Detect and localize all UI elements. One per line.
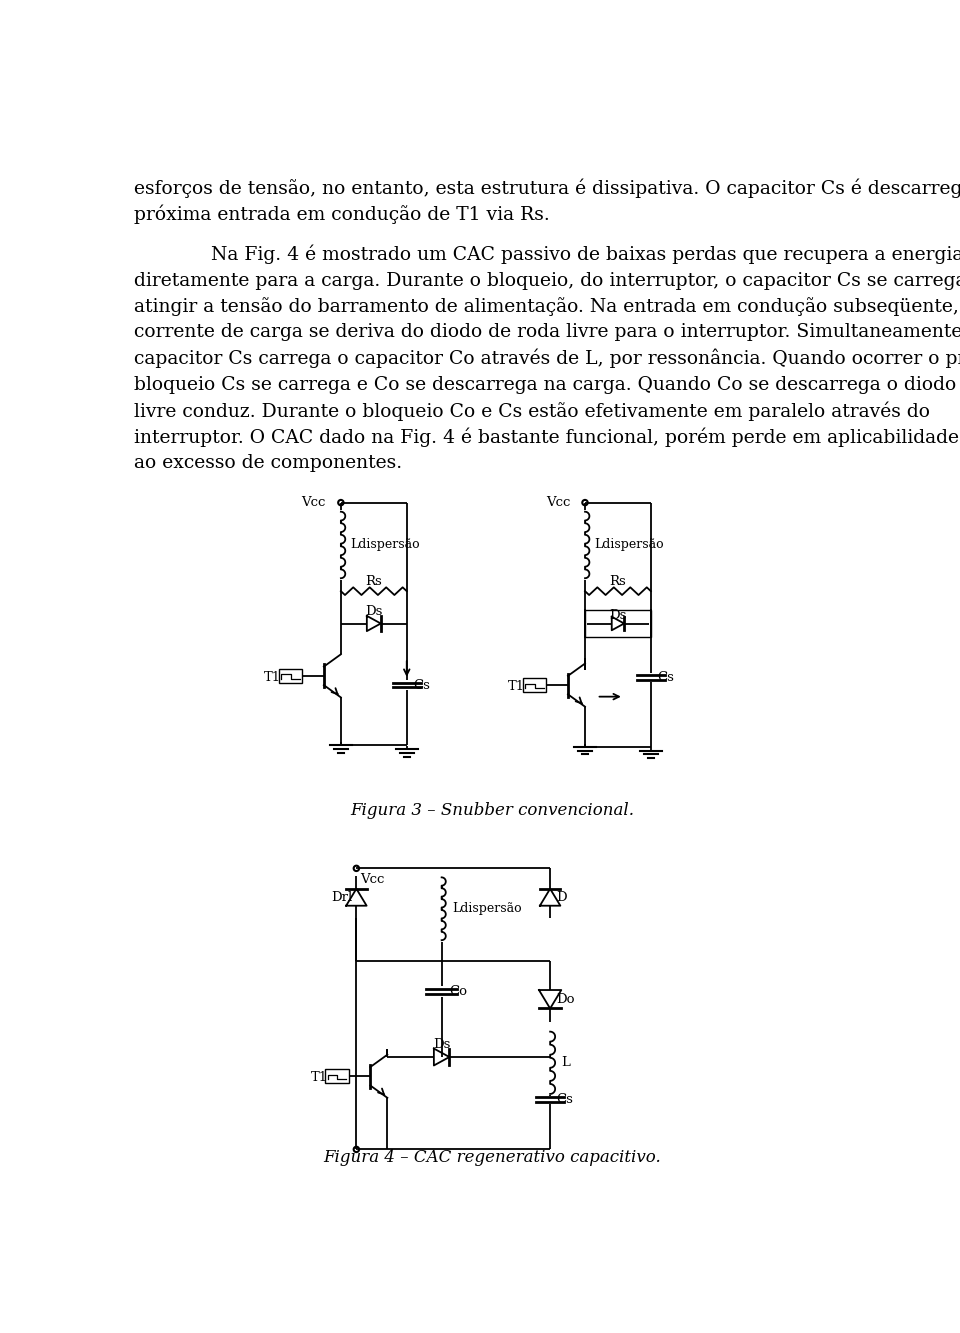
Text: Cs: Cs [557,1093,573,1106]
Text: Drl: Drl [331,890,352,904]
Text: Vcc: Vcc [360,873,385,885]
Text: próxima entrada em condução de T1 via Rs.: próxima entrada em condução de T1 via Rs… [134,205,550,224]
Text: bloqueio Cs se carrega e Co se descarrega na carga. Quando Co se descarrega o di: bloqueio Cs se carrega e Co se descarreg… [134,376,960,393]
Text: ao excesso de componentes.: ao excesso de componentes. [134,455,402,472]
Bar [278,669,302,682]
Text: corrente de carga se deriva do diodo de roda livre para o interruptor. Simultane: corrente de carga se deriva do diodo de … [134,324,960,341]
Text: D: D [557,890,567,904]
Text: Co: Co [449,985,468,998]
Text: Rs: Rs [610,576,626,588]
Text: livre conduz. Durante o bloqueio Co e Cs estão efetivamente em paralelo através : livre conduz. Durante o bloqueio Co e Cs… [134,401,930,421]
Text: esforços de tensão, no entanto, esta estrutura é dissipativa. O capacitor Cs é d: esforços de tensão, no entanto, esta est… [134,179,960,199]
Text: T1: T1 [311,1072,327,1084]
Text: capacitor Cs carrega o capacitor Co através de L, por ressonância. Quando ocorre: capacitor Cs carrega o capacitor Co atra… [134,349,960,368]
Text: Cs: Cs [657,670,674,684]
Bar [523,678,546,692]
Bar [585,609,651,637]
Text: diretamente para a carga. Durante o bloqueio, do interruptor, o capacitor Cs se : diretamente para a carga. Durante o bloq… [134,271,960,289]
Text: T1: T1 [508,680,525,693]
Text: Ldispersão: Ldispersão [594,539,664,552]
Text: interruptor. O CAC dado na Fig. 4 é bastante funcional, porém perde em aplicabil: interruptor. O CAC dado na Fig. 4 é bast… [134,428,960,447]
Text: Ds: Ds [433,1038,450,1052]
Text: atingir a tensão do barramento de alimentação. Na entrada em condução subseqüent: atingir a tensão do barramento de alimen… [134,297,960,316]
Text: Rs: Rs [366,576,382,588]
Text: Ldispersão: Ldispersão [452,902,522,916]
Text: Na Fig. 4 é mostrado um CAC passivo de baixas perdas que recupera a energia: Na Fig. 4 é mostrado um CAC passivo de b… [211,244,960,264]
Bar [325,1069,348,1084]
Text: Vcc: Vcc [301,496,326,509]
Text: Cs: Cs [413,678,430,692]
Text: Figura 4 – CAC regenerativo capacitivo.: Figura 4 – CAC regenerativo capacitivo. [324,1149,660,1165]
Text: Ds: Ds [610,609,627,623]
Text: T1: T1 [264,670,281,684]
Text: Ds: Ds [365,605,382,617]
Text: L: L [561,1056,570,1069]
Text: Figura 3 – Snubber convencional.: Figura 3 – Snubber convencional. [350,802,634,818]
Text: Ldispersão: Ldispersão [350,539,420,552]
Text: Do: Do [557,993,575,1006]
Text: Vcc: Vcc [545,496,570,509]
